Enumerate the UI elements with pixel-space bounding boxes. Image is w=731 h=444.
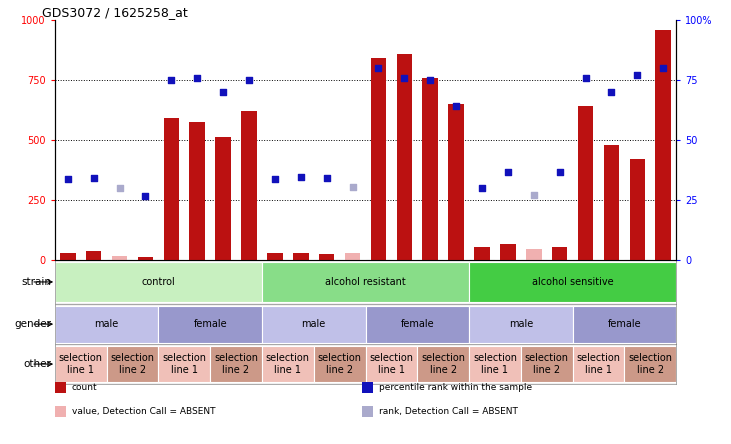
Point <box>140 193 151 200</box>
Bar <box>262 306 366 342</box>
Bar <box>500 244 515 260</box>
Text: male: male <box>94 319 118 329</box>
Point <box>192 74 203 81</box>
Bar <box>137 258 154 260</box>
Text: female: female <box>401 319 434 329</box>
Point <box>114 184 126 191</box>
Text: percentile rank within the sample: percentile rank within the sample <box>379 383 531 392</box>
Text: male: male <box>302 319 326 329</box>
Text: selection
line 2: selection line 2 <box>110 353 154 375</box>
Bar <box>469 306 572 342</box>
Text: selection
line 1: selection line 1 <box>58 353 103 375</box>
Text: selection
line 2: selection line 2 <box>317 353 362 375</box>
Point <box>295 174 306 181</box>
Bar <box>55 306 159 342</box>
Bar <box>656 30 671 260</box>
Point <box>165 76 177 83</box>
Text: selection
line 1: selection line 1 <box>577 353 621 375</box>
Bar <box>526 249 542 260</box>
Point <box>502 169 514 176</box>
Bar <box>448 104 464 260</box>
Point <box>450 103 462 110</box>
Text: control: control <box>142 277 175 287</box>
Bar <box>267 253 283 260</box>
Point <box>88 174 99 182</box>
Text: selection
line 1: selection line 1 <box>266 353 310 375</box>
Bar <box>55 262 262 302</box>
Bar <box>216 138 231 260</box>
Bar <box>552 246 567 260</box>
Bar <box>159 306 262 342</box>
Bar <box>469 262 676 302</box>
Bar <box>572 346 624 382</box>
Bar <box>469 346 520 382</box>
Text: other: other <box>24 359 52 369</box>
Bar <box>604 145 619 260</box>
Bar <box>159 346 211 382</box>
Text: female: female <box>607 319 641 329</box>
Point <box>632 71 643 79</box>
Bar <box>624 346 676 382</box>
Text: female: female <box>194 319 227 329</box>
Text: selection
line 1: selection line 1 <box>369 353 414 375</box>
Point <box>346 183 358 190</box>
Point <box>243 76 255 83</box>
Bar <box>55 346 107 382</box>
Bar <box>60 253 75 260</box>
Text: selection
line 2: selection line 2 <box>214 353 258 375</box>
Bar <box>164 118 179 260</box>
Text: alcohol sensitive: alcohol sensitive <box>532 277 613 287</box>
Bar <box>107 346 159 382</box>
Text: selection
line 2: selection line 2 <box>421 353 465 375</box>
Point <box>62 176 74 183</box>
Point <box>269 176 281 183</box>
Bar <box>112 256 127 260</box>
Bar <box>262 346 314 382</box>
Bar <box>572 306 676 342</box>
Bar <box>396 54 412 260</box>
Text: gender: gender <box>15 319 52 329</box>
Text: selection
line 2: selection line 2 <box>525 353 569 375</box>
Bar <box>474 246 490 260</box>
Point <box>605 88 617 95</box>
Point <box>554 169 566 176</box>
Bar <box>417 346 469 382</box>
Bar <box>262 262 469 302</box>
Bar <box>319 254 334 260</box>
Point <box>373 64 385 71</box>
Text: strain: strain <box>22 277 52 287</box>
Bar <box>366 346 417 382</box>
Bar <box>366 306 469 342</box>
Bar <box>211 346 262 382</box>
Point <box>476 184 488 191</box>
Bar <box>629 159 645 260</box>
Bar <box>345 253 360 260</box>
Point <box>217 88 229 95</box>
Text: selection
line 1: selection line 1 <box>473 353 517 375</box>
Text: value, Detection Call = ABSENT: value, Detection Call = ABSENT <box>72 407 215 416</box>
Bar <box>577 106 594 260</box>
Point <box>425 76 436 83</box>
Text: rank, Detection Call = ABSENT: rank, Detection Call = ABSENT <box>379 407 518 416</box>
Point <box>657 64 669 71</box>
Bar <box>86 251 102 260</box>
Bar <box>189 122 205 260</box>
Text: selection
line 1: selection line 1 <box>162 353 206 375</box>
Text: selection
line 2: selection line 2 <box>628 353 673 375</box>
Point <box>528 191 539 198</box>
Point <box>580 74 591 81</box>
Point <box>398 74 410 81</box>
Text: count: count <box>72 383 97 392</box>
Bar <box>371 58 386 260</box>
Bar <box>521 346 572 382</box>
Bar <box>423 78 438 260</box>
Point <box>321 174 333 182</box>
Bar <box>314 346 366 382</box>
Text: GDS3072 / 1625258_at: GDS3072 / 1625258_at <box>42 6 188 19</box>
Text: alcohol resistant: alcohol resistant <box>325 277 406 287</box>
Bar <box>241 111 257 260</box>
Text: male: male <box>509 319 533 329</box>
Bar <box>293 253 308 260</box>
